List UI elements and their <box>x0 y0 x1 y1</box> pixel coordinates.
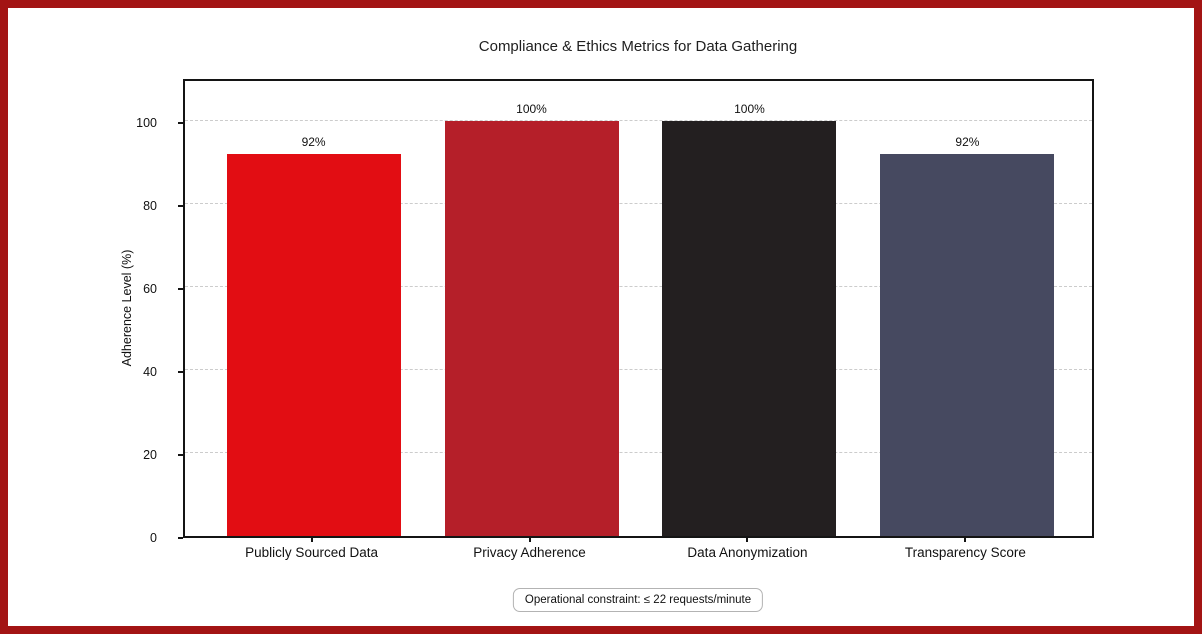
gridline-y-100 <box>185 120 1092 121</box>
y-tick-mark <box>178 453 183 456</box>
gridline-y-60 <box>185 286 1092 287</box>
y-tick-label-80: 80 <box>143 198 157 213</box>
y-tick-mark <box>178 121 183 124</box>
y-tick-label-0: 0 <box>150 531 157 545</box>
bar-data-anonymization <box>662 121 837 536</box>
gridline-y-20 <box>185 452 1092 453</box>
operational-constraint-annotation: Operational constraint: ≤ 22 requests/mi… <box>512 588 764 612</box>
x-tick-label-data-anonymization: Data Anonymization <box>687 545 808 560</box>
y-tick-label-100: 100 <box>136 115 157 130</box>
y-tick-label-20: 20 <box>143 447 157 462</box>
y-tick-mark <box>178 537 183 539</box>
y-tick-mark <box>178 287 183 290</box>
x-tick-mark <box>964 537 967 542</box>
x-tick-label-privacy-adherence: Privacy Adherence <box>473 545 586 560</box>
bar-value-label-transparency-score: 92% <box>955 135 980 150</box>
y-tick-label-60: 60 <box>143 281 157 296</box>
x-tick-label-transparency-score: Transparency Score <box>904 545 1026 560</box>
x-tick-label-publicly-sourced-data: Publicly Sourced Data <box>245 545 378 560</box>
bar-value-label-privacy-adherence: 100% <box>516 102 547 116</box>
gridline-y-40 <box>185 369 1092 370</box>
bar-privacy-adherence <box>444 121 619 536</box>
y-tick-label-40: 40 <box>143 364 157 379</box>
bar-value-label-publicly-sourced-data: 92% <box>301 135 326 150</box>
x-tick-mark <box>528 537 531 542</box>
bar-value-label-data-anonymization: 100% <box>734 102 765 116</box>
y-tick-mark <box>178 204 183 207</box>
x-tick-mark <box>746 537 749 542</box>
plot-area: 92% 100% 100% 92% <box>183 79 1094 538</box>
y-tick-mark <box>178 370 183 373</box>
y-axis-label: Adherence Level (%) <box>120 249 134 367</box>
x-tick-mark <box>310 537 313 542</box>
gridline-y-80 <box>185 203 1092 204</box>
chart-title: Compliance & Ethics Metrics for Data Gat… <box>478 38 798 55</box>
bar-transparency-score <box>880 154 1055 536</box>
bar-publicly-sourced-data <box>226 154 401 536</box>
